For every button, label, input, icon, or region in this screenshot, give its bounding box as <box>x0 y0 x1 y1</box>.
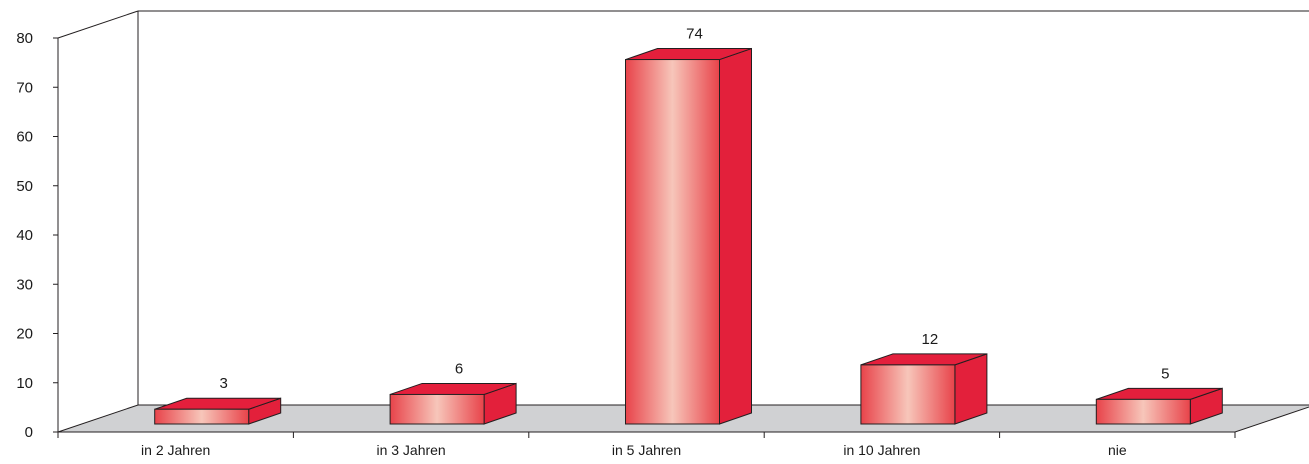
bar-side-face <box>954 353 988 425</box>
bar-front-face <box>154 408 250 425</box>
x-category-label: in 2 Jahren <box>141 442 210 458</box>
bar-front-face <box>625 59 720 425</box>
x-category-label: in 10 Jahren <box>843 442 920 458</box>
x-category-label: in 3 Jahren <box>376 442 445 458</box>
bar-side-face <box>719 47 752 425</box>
y-tick-label: 0 <box>25 424 33 441</box>
data-label: 12 <box>922 331 939 348</box>
data-label: 5 <box>1161 365 1169 382</box>
bar-4 <box>860 353 988 425</box>
bar-front-face <box>860 364 956 425</box>
y-tick-label: 20 <box>16 326 33 343</box>
x-category-label: in 5 Jahren <box>612 442 681 458</box>
data-label: 74 <box>686 26 703 43</box>
bar-2 <box>389 382 517 425</box>
y-tick-label: 50 <box>16 178 33 195</box>
x-category-label: nie <box>1108 442 1127 458</box>
bar-3 <box>625 47 752 425</box>
data-label: 6 <box>455 360 463 377</box>
bar-5 <box>1095 387 1223 425</box>
y-tick-label: 60 <box>16 129 33 146</box>
y-tick-label: 80 <box>16 30 33 47</box>
bar-1 <box>154 397 282 425</box>
y-tick-label: 10 <box>16 375 33 392</box>
bar-front-face <box>1095 398 1191 425</box>
side-wall-top-edge <box>57 10 139 39</box>
data-label: 3 <box>220 375 228 392</box>
y-tick-label: 70 <box>16 79 33 96</box>
y-tick-label: 30 <box>16 276 33 293</box>
y-tick-label: 40 <box>16 227 33 244</box>
bar-front-face <box>389 393 485 425</box>
